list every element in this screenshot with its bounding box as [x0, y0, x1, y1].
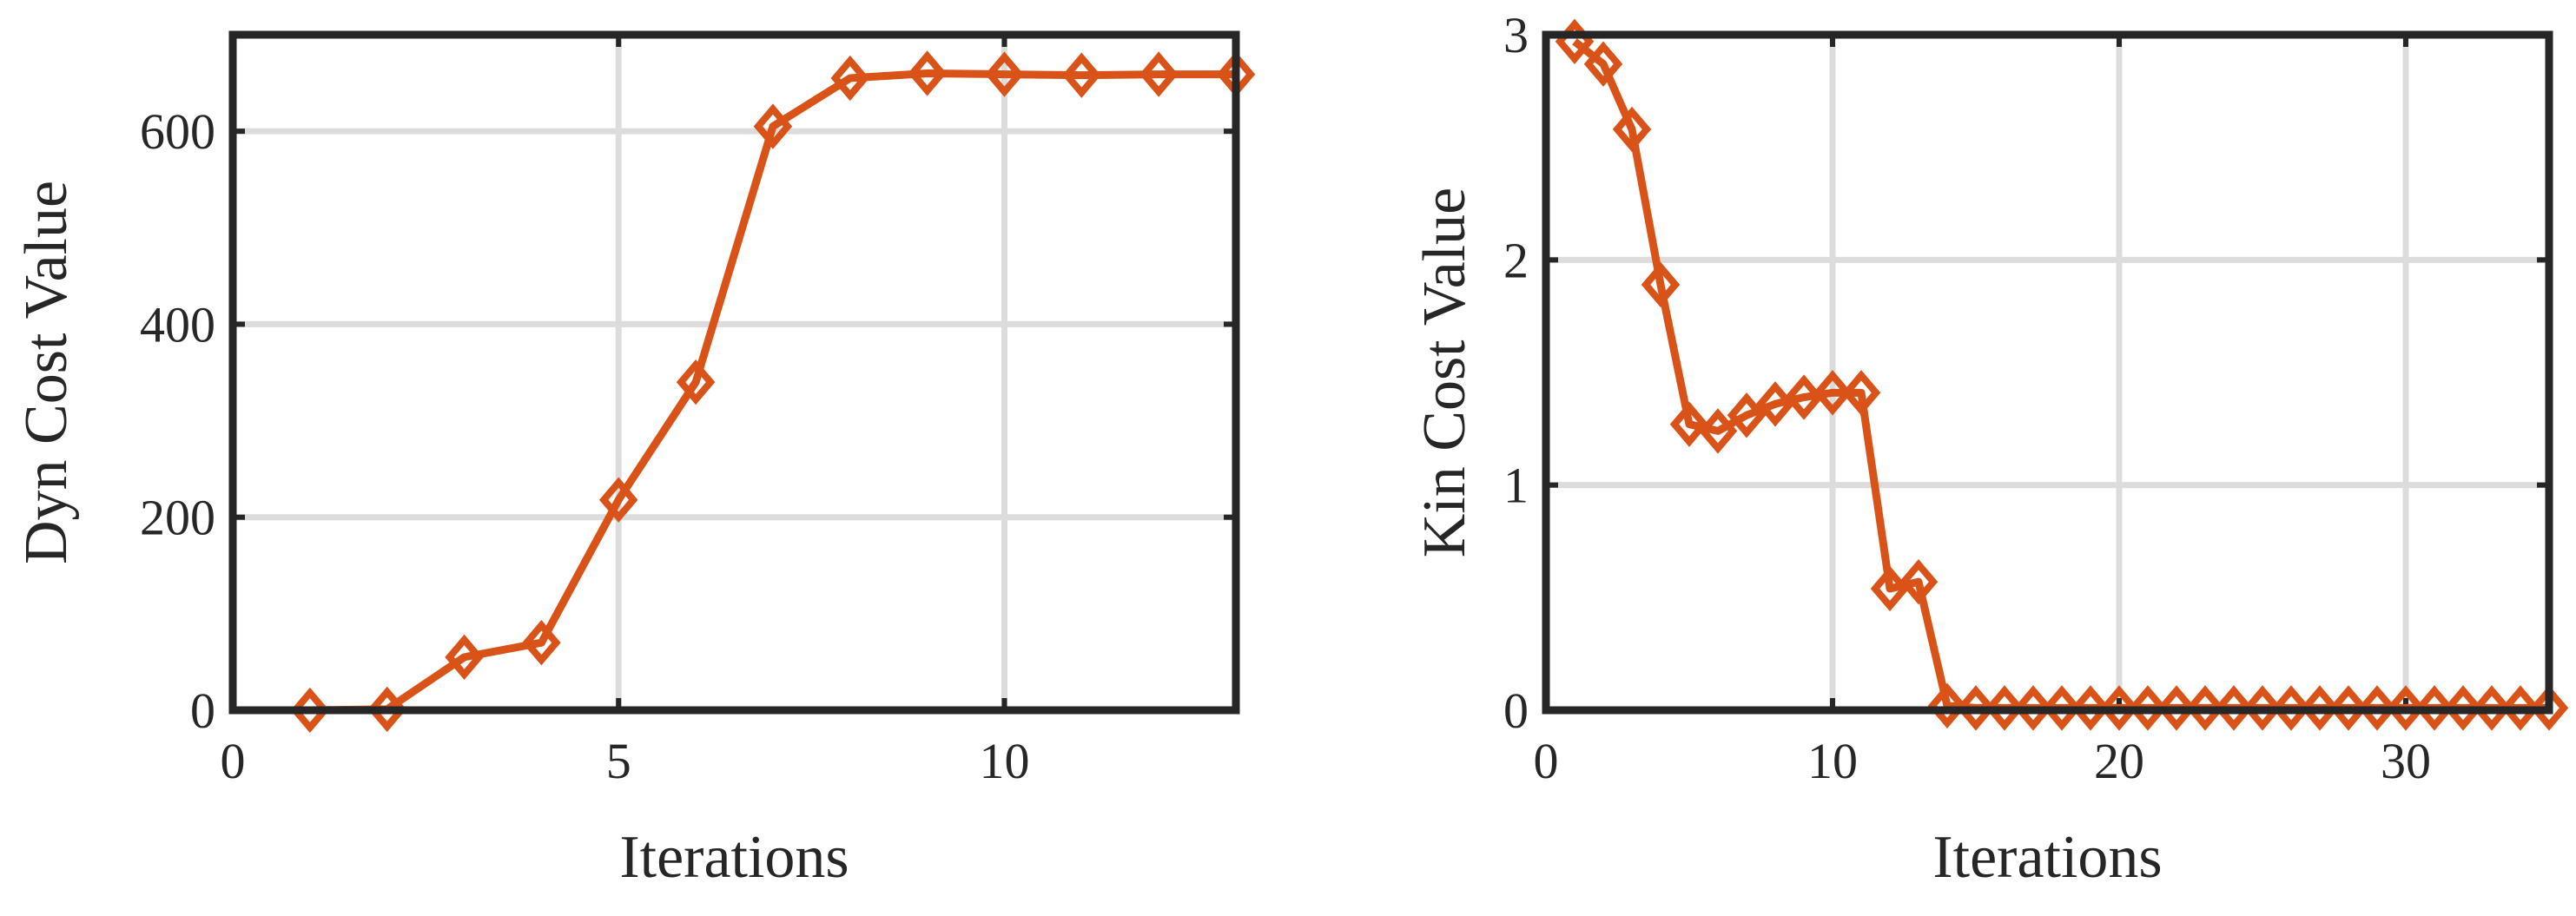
data-point-marker	[1641, 261, 1681, 308]
data-point-marker	[753, 103, 793, 149]
data-point-marker	[1727, 392, 1767, 438]
data-point-marker	[598, 477, 638, 523]
x-tick-label: 0	[1534, 733, 1559, 789]
data-point-marker	[1956, 685, 1996, 731]
data-point-marker	[1899, 559, 1939, 605]
data-point-marker	[2185, 685, 2225, 731]
data-point-marker	[445, 634, 484, 681]
y-tick-label: 1	[1503, 458, 1529, 514]
data-point-marker	[2357, 685, 2397, 731]
data-point-marker	[1139, 51, 1179, 97]
data-point-marker	[830, 55, 870, 102]
x-tick-label: 30	[2381, 733, 2431, 789]
data-point-marker	[2414, 685, 2454, 731]
data-point-marker	[1813, 370, 1853, 416]
data-point-marker	[2242, 685, 2282, 731]
x-tick-label: 5	[606, 733, 631, 789]
y-tick-label: 200	[140, 490, 215, 546]
data-point-marker	[1698, 408, 1738, 454]
data-point-marker	[1583, 41, 1623, 87]
data-point-marker	[908, 50, 947, 96]
data-point-marker	[1927, 682, 1967, 728]
data-point-marker	[290, 687, 330, 734]
data-point-marker	[985, 51, 1024, 97]
data-point-marker	[2042, 685, 2082, 731]
data-point-marker	[2214, 685, 2254, 731]
data-point-marker	[676, 359, 716, 405]
x-tick-label: 10	[979, 733, 1029, 789]
x-tick-label: 10	[1807, 733, 1858, 789]
data-point-marker	[1870, 565, 1910, 612]
data-point-marker	[1612, 106, 1652, 153]
data-point-marker	[2128, 685, 2168, 731]
x-tick-label: 20	[2094, 733, 2144, 789]
x-axis-title: Iterations	[619, 824, 849, 891]
data-point-marker	[1784, 374, 1824, 420]
data-point-marker	[1062, 52, 1101, 98]
y-tick-label: 3	[1503, 7, 1529, 63]
x-axis-title: Iterations	[1932, 824, 2162, 891]
data-point-marker	[2500, 685, 2540, 731]
data-point-marker	[1669, 401, 1709, 447]
dyn-cost-chart: 0 5 10 0 200 400 600 Iterations Dyn Cost Value	[13, 30, 1256, 891]
y-tick-label: 400	[140, 296, 215, 353]
plot-frame	[228, 30, 1240, 715]
data-point-marker	[2328, 685, 2368, 731]
y-tick-label: 2	[1503, 232, 1529, 288]
kin-cost-chart: 0 10 20 30 0 1 2 3 Iterations Kin Cost Value	[1411, 7, 2569, 891]
data-point-marker	[1755, 381, 1795, 427]
data-point-marker	[2529, 685, 2569, 731]
data-point-marker	[1985, 685, 2024, 731]
data-point-marker	[2386, 685, 2426, 731]
y-tick-label: 600	[140, 103, 215, 160]
y-axis-title: Dyn Cost Value	[13, 181, 80, 564]
data-point-marker	[522, 620, 561, 666]
y-tick-label: 0	[1503, 682, 1529, 739]
data-point-marker	[2300, 685, 2340, 731]
y-axis-title: Kin Cost Value	[1411, 188, 1478, 558]
data-point-marker	[2071, 685, 2110, 731]
data-point-marker	[2443, 685, 2483, 731]
y-tick-label: 0	[190, 682, 215, 739]
data-point-marker	[2157, 685, 2196, 731]
data-point-marker	[1841, 370, 1881, 416]
x-tick-label: 0	[221, 733, 246, 789]
data-point-marker	[2099, 685, 2139, 731]
series-line	[309, 69, 1236, 715]
data-point-marker	[367, 686, 406, 733]
data-point-marker	[2013, 685, 2053, 731]
plot-frame	[1542, 30, 2553, 715]
data-point-marker	[2271, 685, 2311, 731]
data-point-marker	[2472, 685, 2512, 731]
